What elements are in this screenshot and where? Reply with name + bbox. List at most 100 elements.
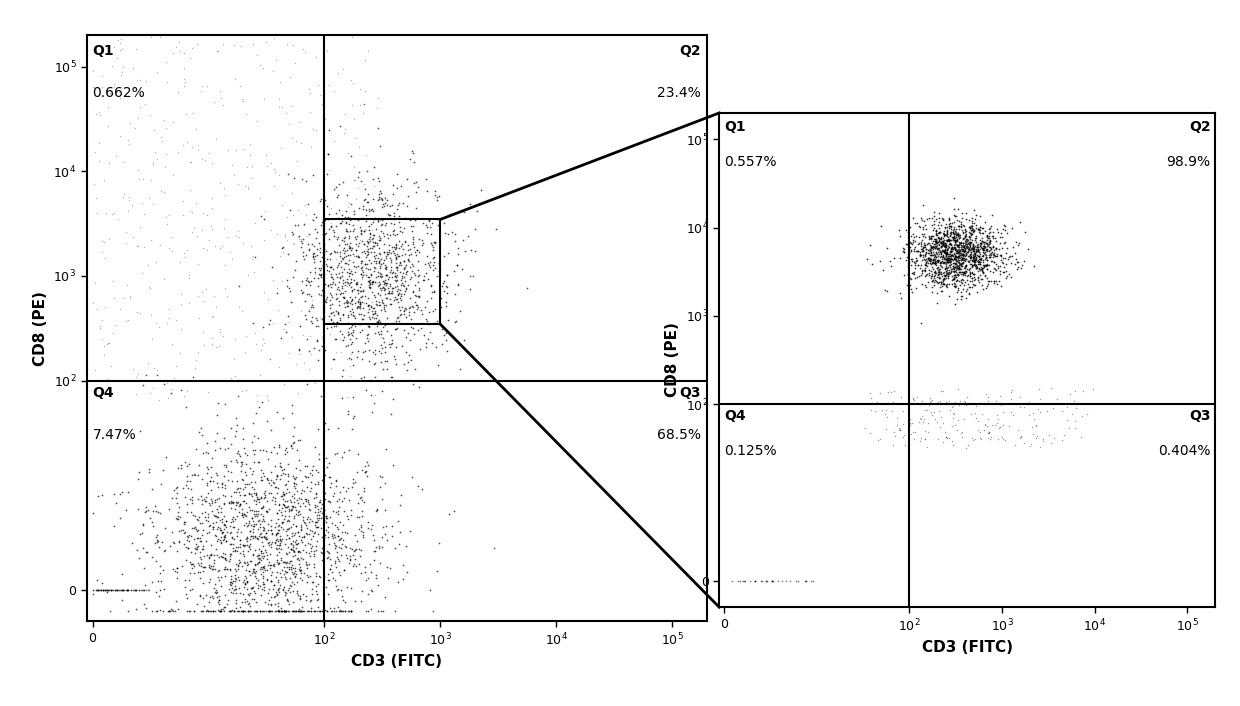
Point xyxy=(941,249,961,261)
Point xyxy=(229,554,249,566)
Point xyxy=(330,205,350,216)
Point xyxy=(434,275,454,287)
Point xyxy=(253,577,273,588)
Point xyxy=(179,575,198,586)
Point xyxy=(955,398,975,409)
Point xyxy=(242,519,262,530)
Point xyxy=(393,268,413,279)
Point xyxy=(341,333,361,345)
Point xyxy=(191,553,211,564)
Point xyxy=(289,509,309,520)
Point xyxy=(196,605,216,616)
Point xyxy=(247,407,267,418)
Point xyxy=(939,273,959,284)
Point xyxy=(216,491,236,502)
Point xyxy=(337,190,357,201)
Point xyxy=(257,546,277,558)
Text: Q4: Q4 xyxy=(724,409,745,423)
Point xyxy=(366,277,386,288)
Point xyxy=(340,212,360,223)
Point xyxy=(1030,406,1050,417)
Point xyxy=(113,191,133,203)
Point xyxy=(262,575,281,587)
Point xyxy=(928,233,947,244)
Point xyxy=(370,558,389,569)
Point xyxy=(293,601,312,612)
Point xyxy=(356,385,376,396)
Point xyxy=(932,246,952,257)
Point xyxy=(745,575,765,586)
Point xyxy=(184,371,203,382)
Point xyxy=(205,605,224,616)
Point xyxy=(952,244,972,256)
Point xyxy=(968,246,988,258)
Point xyxy=(278,542,298,553)
Point xyxy=(389,256,409,268)
Point xyxy=(281,227,301,238)
Point xyxy=(358,237,378,248)
Point xyxy=(275,448,295,460)
Point xyxy=(129,585,149,596)
Point xyxy=(397,541,417,552)
Point xyxy=(283,209,303,220)
Point xyxy=(170,536,190,547)
Point xyxy=(222,159,242,170)
Point xyxy=(959,439,978,450)
Point xyxy=(343,261,363,272)
Point xyxy=(268,287,288,299)
Point xyxy=(977,243,997,254)
Point xyxy=(250,568,270,579)
Point xyxy=(289,505,309,517)
Point xyxy=(145,537,165,549)
Point xyxy=(410,304,430,316)
Point xyxy=(932,236,952,247)
Point xyxy=(360,278,379,289)
Point xyxy=(373,297,393,309)
Point xyxy=(133,173,153,184)
Point xyxy=(966,400,986,412)
Point xyxy=(967,250,987,261)
Point xyxy=(303,239,322,250)
Point xyxy=(174,80,193,91)
Point xyxy=(257,605,277,616)
Point xyxy=(179,531,198,542)
Point xyxy=(207,409,227,421)
Point xyxy=(1018,243,1038,254)
Point xyxy=(763,575,782,586)
Point xyxy=(352,465,372,476)
Point xyxy=(268,576,288,587)
Point xyxy=(370,214,389,225)
Point xyxy=(915,219,935,230)
Point xyxy=(187,532,207,544)
Point xyxy=(329,212,348,223)
Point xyxy=(919,270,939,281)
Point xyxy=(915,265,935,276)
Point xyxy=(361,523,381,534)
Point xyxy=(153,605,172,616)
Point xyxy=(1008,424,1028,436)
Point xyxy=(971,241,991,253)
Point xyxy=(223,542,243,554)
Point xyxy=(988,226,1008,237)
Point xyxy=(915,241,935,253)
Point xyxy=(342,285,362,297)
Point xyxy=(899,256,919,268)
Point xyxy=(296,520,316,531)
Point xyxy=(205,241,224,252)
Point xyxy=(906,255,926,266)
Point xyxy=(180,156,200,167)
Point xyxy=(203,605,223,616)
Point xyxy=(275,232,295,243)
Point xyxy=(885,430,905,441)
Point xyxy=(296,274,316,285)
Point xyxy=(959,239,978,250)
Point xyxy=(98,337,118,349)
Point xyxy=(136,602,156,614)
Point xyxy=(936,239,956,250)
Point xyxy=(980,433,999,444)
Point xyxy=(388,250,408,261)
Point xyxy=(273,246,293,257)
Point xyxy=(304,208,324,220)
Point xyxy=(233,539,253,551)
Point xyxy=(929,265,949,276)
